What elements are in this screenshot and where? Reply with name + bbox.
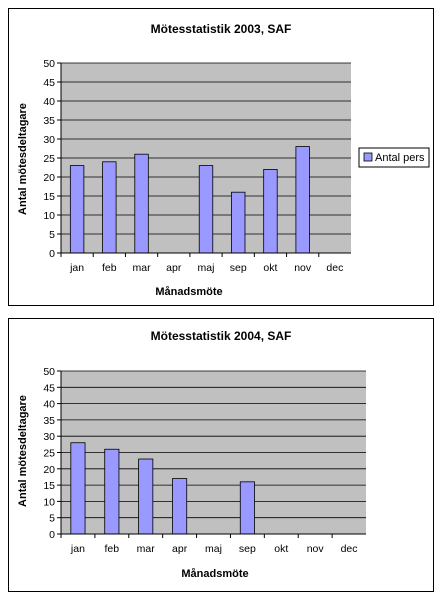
- chart-title: Mötesstatistik 2003, SAF: [151, 22, 292, 36]
- y-tick-label: 40: [43, 399, 55, 411]
- x-axis-label: Månadsmöte: [181, 568, 248, 580]
- bar: [138, 458, 154, 535]
- chart-2004-svg: Mötesstatistik 2004, SAF 0 5 10 15 20 25 30 35 4…: [17, 329, 366, 580]
- bar: [295, 146, 310, 254]
- x-tick-label: maj: [205, 543, 222, 555]
- y-tick-label: 10: [43, 496, 55, 508]
- y-tick-label: 0: [49, 529, 55, 541]
- bar: [263, 168, 278, 254]
- bar: [104, 448, 120, 535]
- bar: [70, 442, 86, 535]
- x-tick-label: dec: [326, 262, 343, 274]
- legend-swatch: [363, 152, 373, 162]
- x-tick-label: jan: [69, 262, 84, 274]
- bar: [231, 191, 246, 254]
- y-tick-label: 5: [49, 229, 55, 241]
- chart-2003-svg: Mötesstatistik 2003, SAF 0 5 10 15 20 25 30 35 4…: [17, 22, 430, 298]
- x-tick-label: mar: [137, 543, 156, 555]
- y-tick-label: 35: [43, 115, 55, 127]
- chart-2004: Mötesstatistik 2004, SAF 0 5 10 15 20 25 30 35 4…: [8, 318, 434, 592]
- bar: [198, 165, 214, 254]
- x-tick-label: sep: [230, 262, 247, 274]
- x-tick-label: apr: [166, 262, 182, 274]
- chart-title: Mötesstatistik 2004, SAF: [151, 329, 292, 343]
- y-tick-label: 35: [43, 415, 55, 427]
- x-tick-label: nov: [294, 262, 312, 274]
- y-tick-label: 45: [43, 382, 55, 394]
- x-tick-label: jan: [70, 543, 85, 555]
- x-tick-label: dec: [341, 543, 358, 555]
- chart-2003: Mötesstatistik 2003, SAF 0 5 10 15 20 25 30 35 4…: [8, 8, 434, 306]
- x-tick-label: feb: [105, 543, 120, 555]
- y-tick-label: 0: [49, 248, 55, 260]
- legend: Antal pers: [358, 147, 430, 168]
- y-tick-label: 25: [43, 153, 55, 165]
- y-tick-label: 5: [49, 513, 55, 525]
- bar: [69, 165, 85, 254]
- y-tick-label: 20: [43, 172, 55, 184]
- y-tick-label: 50: [43, 58, 55, 70]
- x-tick-label: mar: [133, 262, 152, 274]
- legend-box: [358, 147, 430, 168]
- x-tick-label: nov: [307, 543, 325, 555]
- y-tick-label: 30: [43, 431, 55, 443]
- y-tick-label: 25: [43, 448, 55, 460]
- y-tick-label: 45: [43, 77, 55, 89]
- bar: [134, 153, 149, 254]
- bar: [239, 481, 255, 535]
- y-axis-label: Antal mötesdeltagare: [17, 103, 29, 215]
- legend-label: Antal pers: [375, 152, 425, 164]
- y-axis-label: Antal mötesdeltagare: [17, 395, 29, 507]
- bar: [102, 161, 117, 254]
- y-tick-label: 20: [43, 464, 55, 476]
- x-tick-label: apr: [172, 543, 188, 555]
- y-tick-label: 15: [43, 480, 55, 492]
- y-tick-label: 40: [43, 96, 55, 108]
- y-tick-label: 15: [43, 191, 55, 203]
- y-tick-label: 50: [43, 366, 55, 378]
- x-tick-label: maj: [198, 262, 215, 274]
- y-tick-label: 10: [43, 210, 55, 222]
- x-tick-label: okt: [274, 543, 288, 555]
- x-tick-label: okt: [263, 262, 277, 274]
- x-tick-label: sep: [239, 543, 256, 555]
- x-axis-label: Månadsmöte: [155, 286, 222, 298]
- x-tick-label: feb: [102, 262, 117, 274]
- bar: [172, 478, 188, 535]
- y-tick-label: 30: [43, 134, 55, 146]
